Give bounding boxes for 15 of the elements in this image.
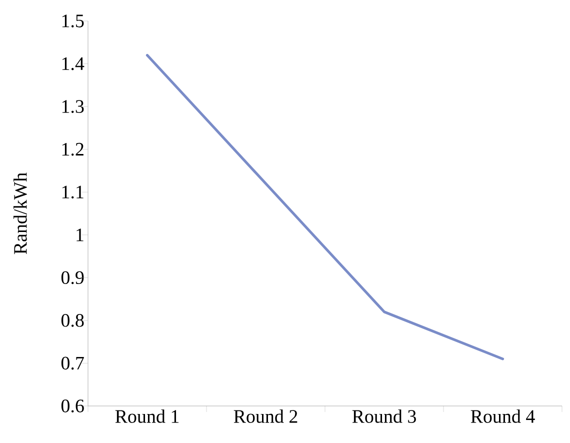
x-tick-label: Round 4 — [470, 410, 535, 423]
y-tick-label: 1.3 — [62, 100, 84, 113]
y-tick-label: 0.6 — [61, 400, 84, 412]
y-tick-label: 1 — [76, 228, 84, 242]
y-tick-label: 1.2 — [62, 142, 84, 156]
x-tick-label: Round 3 — [352, 410, 416, 423]
y-tick-label: 0.9 — [61, 271, 84, 284]
x-tick-label: Round 1 — [115, 410, 179, 423]
x-tick-label: Round 2 — [234, 410, 298, 423]
y-tick-label: 1.1 — [62, 186, 84, 199]
y-tick-label: 1.5 — [62, 14, 84, 28]
y-axis-title: Rand/kWh — [13, 172, 27, 254]
y-tick-label: 1.4 — [62, 57, 84, 70]
y-tick-label: 0.7 — [61, 356, 84, 370]
y-tick-label: 0.8 — [61, 314, 84, 327]
